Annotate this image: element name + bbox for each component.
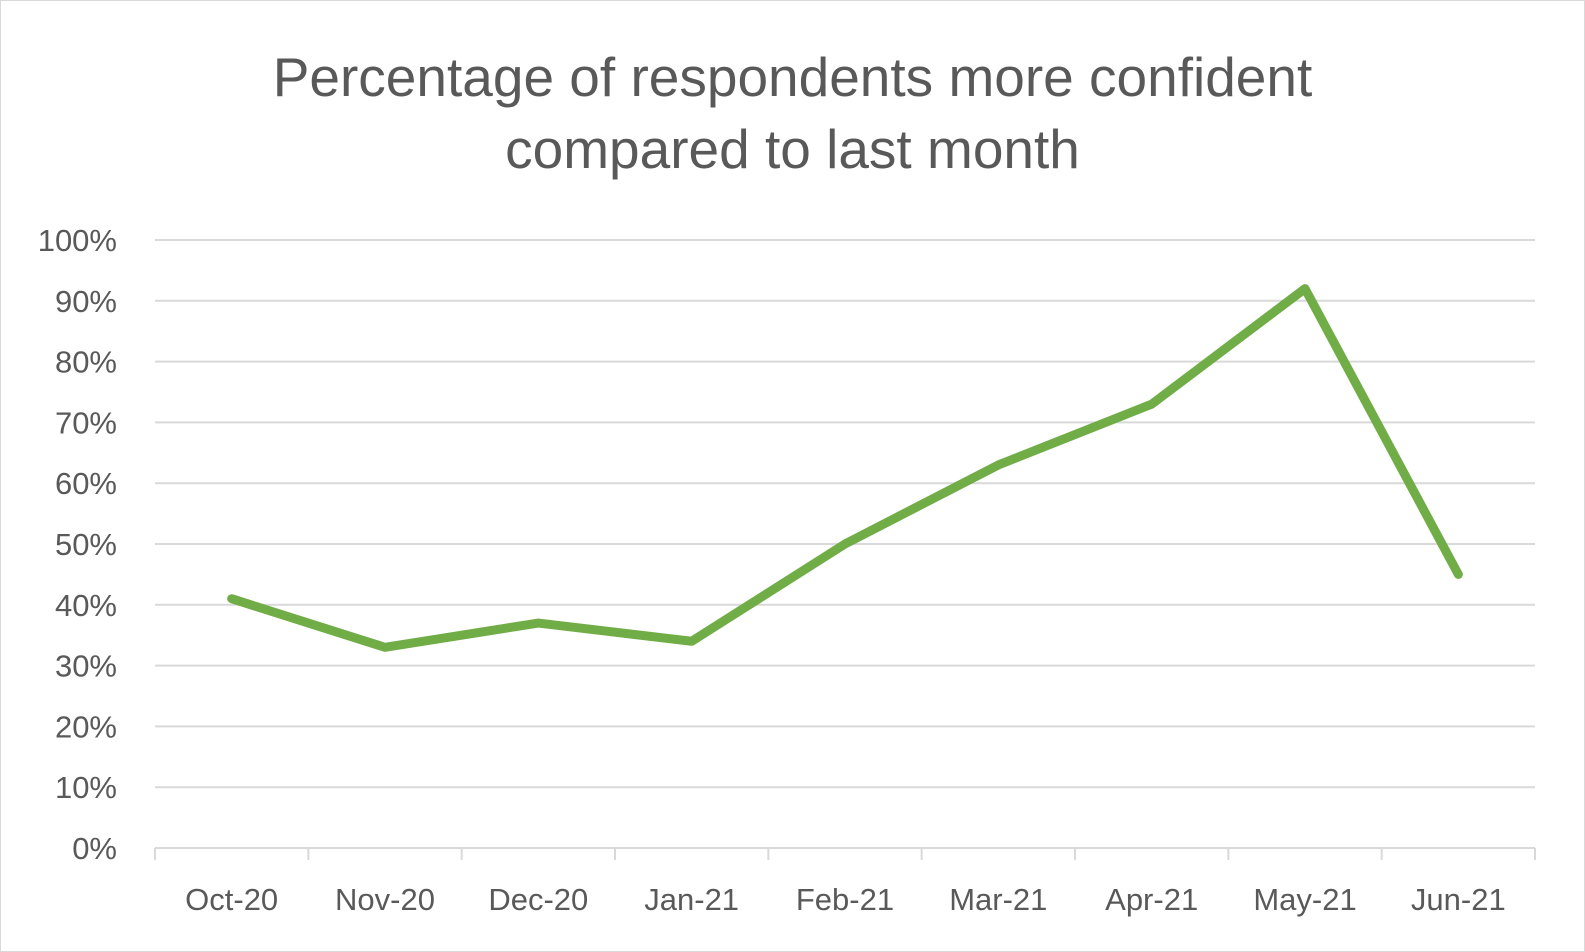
x-tick-label: Jun-21	[1411, 882, 1506, 917]
y-tick-label: 100%	[38, 223, 117, 258]
y-tick-label: 50%	[55, 527, 117, 562]
x-axis-tick-labels: Oct-20 Nov-20 Dec-20 Jan-21 Feb-21 Mar-21 Apr-…	[185, 882, 1506, 917]
data-point	[231, 598, 233, 600]
y-tick-label: 70%	[55, 405, 117, 440]
x-tick-label: Mar-21	[949, 882, 1047, 917]
x-tick-label: May-21	[1253, 882, 1356, 917]
series-group	[227, 284, 1463, 652]
y-tick-label: 0%	[72, 831, 117, 866]
data-point	[997, 464, 999, 466]
x-tick-label: Feb-21	[796, 882, 894, 917]
y-tick-label: 60%	[55, 466, 117, 501]
data-point	[537, 622, 539, 624]
x-tick-label: Nov-20	[335, 882, 435, 917]
y-tick-label: 30%	[55, 649, 117, 684]
chart-title-line-2: compared to last month	[505, 118, 1080, 180]
data-point	[1304, 288, 1306, 290]
x-axis	[154, 847, 1536, 860]
y-tick-label: 10%	[55, 770, 117, 805]
data-point	[691, 640, 693, 642]
x-tick-label: Dec-20	[488, 882, 588, 917]
data-point	[1151, 403, 1153, 405]
y-tick-label: 20%	[55, 709, 117, 744]
y-tick-label: 90%	[55, 284, 117, 319]
series-line	[227, 284, 1463, 652]
y-tick-label: 40%	[55, 588, 117, 623]
x-tick-label: Apr-21	[1105, 882, 1198, 917]
data-point	[384, 646, 386, 648]
chart-title: Percentage of respondents more confident…	[1, 41, 1584, 185]
gridlines	[155, 239, 1535, 789]
y-tick-label: 80%	[55, 345, 117, 380]
data-point	[1457, 573, 1459, 575]
y-axis-tick-labels: 0% 10% 20% 30% 40% 50% 60% 70% 80% 90% 100%	[38, 223, 117, 866]
x-tick-label: Jan-21	[644, 882, 739, 917]
data-point	[844, 543, 846, 545]
chart-title-line-1: Percentage of respondents more confident	[272, 46, 1313, 108]
x-tick-label: Oct-20	[185, 882, 278, 917]
